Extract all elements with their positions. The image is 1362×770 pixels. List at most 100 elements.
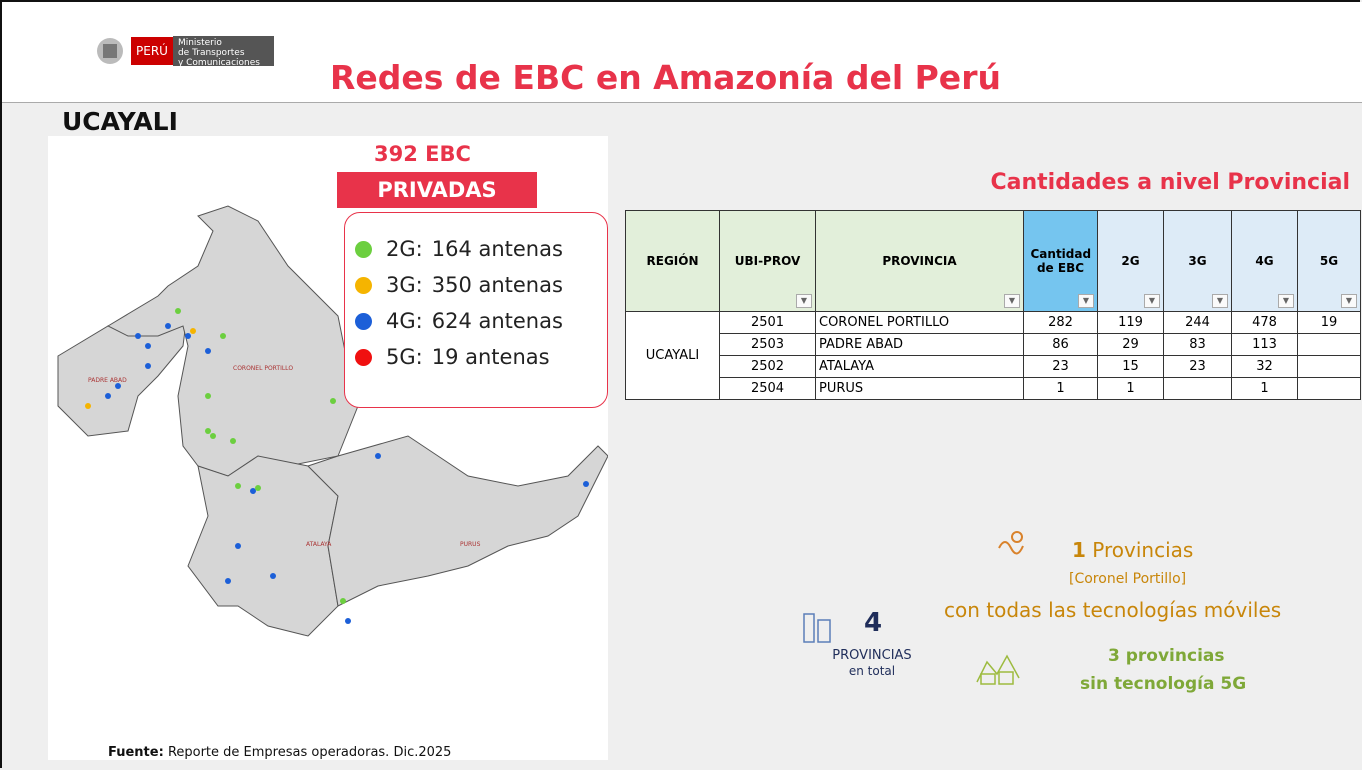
- table-cell: 32: [1231, 355, 1298, 378]
- icon-map: [995, 528, 1027, 562]
- icon-buildings: [800, 610, 836, 648]
- table-cell: 15: [1097, 355, 1164, 378]
- stat-total-number: 4: [864, 608, 883, 638]
- map-label: PADRE ABAD: [88, 377, 127, 384]
- column-header: 5G ▼: [1297, 210, 1361, 312]
- site-dots: [85, 308, 589, 624]
- logo-country: PERÚ: [131, 37, 173, 65]
- table: REGIÓN UBI-PROV ▼ PROVINCIA ▼ Cantidad de EBC…: [625, 210, 1361, 400]
- table-cell: 1: [1231, 377, 1298, 400]
- column-header: REGIÓN: [625, 210, 720, 312]
- table-cell: 2501: [719, 311, 816, 334]
- region-cell: UCAYALI: [625, 311, 720, 400]
- total-ebc: 392 EBC: [374, 142, 471, 166]
- table-cell: PADRE ABAD: [815, 333, 1024, 356]
- data-row: 2503 PADRE ABAD 86 29 83 113: [626, 333, 1361, 356]
- column-header-text: 5G: [1319, 254, 1339, 268]
- column-header-text: 4G: [1255, 254, 1274, 268]
- table-cell: 282: [1023, 311, 1098, 334]
- map-label: CORONEL PORTILLO: [233, 365, 293, 372]
- table-cell: [1297, 355, 1361, 378]
- logo-line: y Comunicaciones: [177, 58, 260, 68]
- filter-button: ▼: [1341, 294, 1357, 308]
- table-cell: 244: [1163, 311, 1232, 334]
- footer-label: Fuente:: [108, 745, 164, 760]
- legend-dot: [355, 348, 372, 366]
- table-cell: 119: [1097, 311, 1164, 334]
- title: Redes de EBC en Amazonía del Perú: [330, 58, 1001, 97]
- column-header-text: 3G: [1188, 254, 1207, 268]
- legend-count: 19 antenas: [431, 345, 550, 369]
- table-cell: 2503: [719, 333, 816, 356]
- logo-line: de Transportes: [177, 48, 245, 58]
- legend-count: 624 antenas: [431, 309, 563, 333]
- legend-dot: [355, 312, 372, 330]
- table-cell: 478: [1231, 311, 1298, 334]
- column-header-text: 2G: [1121, 254, 1140, 268]
- logo-ministry: Ministerio de Transportes y Comunicacion…: [172, 36, 274, 68]
- table-cell: ATALAYA: [815, 355, 1024, 378]
- column-header-text: UBI-PROV: [734, 254, 801, 268]
- column-header: Cantidad de EBC ▼: [1023, 210, 1098, 312]
- table-cell: CORONEL PORTILLO: [815, 311, 1024, 334]
- badge: PRIVADAS: [337, 172, 537, 208]
- legend-count: 350 antenas: [431, 273, 563, 297]
- table-cell: 2504: [719, 377, 816, 400]
- table-cell: [1297, 333, 1361, 356]
- table-cell: 23: [1163, 355, 1232, 378]
- column-header-text: PROVINCIA: [882, 254, 957, 268]
- filter-button: ▼: [1078, 294, 1094, 308]
- footer: Fuente: Reporte de Empresas operadoras. …: [108, 745, 451, 760]
- stat-desc: con todas las tecnologías móviles: [944, 598, 1282, 622]
- legend-dot: [355, 240, 372, 258]
- stat-total-sub: en total: [848, 664, 896, 678]
- column-header: UBI-PROV ▼: [719, 210, 816, 312]
- column-header: 3G ▼: [1163, 210, 1232, 312]
- filter-button: ▼: [1278, 294, 1294, 308]
- stat-total-label: PROVINCIAS: [832, 648, 912, 663]
- stat-no5g-desc: sin tecnología 5G: [1080, 674, 1247, 694]
- legend-label: 2G:: [386, 237, 423, 261]
- table-cell: 1: [1097, 377, 1164, 400]
- filter-button: ▼: [1004, 294, 1020, 308]
- data-row: UCAYALI 2501 CORONEL PORTILLO 282 119 244 478 1…: [625, 311, 1361, 400]
- column-header-text: Cantidad de EBC: [1030, 247, 1092, 275]
- legend-label: 3G:: [386, 273, 423, 297]
- legend-count: 164 antenas: [431, 237, 563, 261]
- data-row: 2502 ATALAYA 23 15 23 32: [626, 355, 1361, 378]
- filter-button: ▼: [1144, 294, 1160, 308]
- footer-text: Reporte de Empresas operadoras. Dic.2025: [167, 745, 452, 760]
- province-coronel-portillo: [106, 205, 359, 477]
- icon-town: [975, 648, 1021, 692]
- table-cell: 113: [1231, 333, 1298, 356]
- legend-item: 4G: 624 antenas: [345, 303, 607, 339]
- column-header-text: REGIÓN: [646, 254, 699, 268]
- table-cell: 83: [1163, 333, 1232, 356]
- stat-label: Provincias: [1092, 538, 1194, 562]
- stat-all-tech: 1 Provincias: [1072, 538, 1193, 562]
- table-cell: 2502: [719, 355, 816, 378]
- table-cell: 86: [1023, 333, 1098, 356]
- stat-number: 1: [1072, 538, 1086, 562]
- region: UCAYALI: [62, 107, 178, 136]
- legend-label: 5G:: [386, 345, 423, 369]
- table-cell: 29: [1097, 333, 1164, 356]
- logo-emblem: [97, 38, 123, 64]
- table-cell: [1163, 377, 1232, 400]
- table-cell: [1297, 377, 1361, 400]
- column-header: 2G ▼: [1097, 210, 1164, 312]
- table-cell: 1: [1023, 377, 1098, 400]
- legend-item: 3G: 350 antenas: [345, 267, 607, 303]
- legend-dot: [355, 276, 372, 294]
- header-row: REGIÓN UBI-PROV ▼ PROVINCIA ▼ Cantidad de EBC…: [625, 210, 1361, 312]
- table-cell: 23: [1023, 355, 1098, 378]
- table-cell: 19: [1297, 311, 1361, 334]
- table-cell: PURUS: [815, 377, 1024, 400]
- legend-label: 4G:: [386, 309, 423, 333]
- table-title: Cantidades a nivel Provincial: [990, 170, 1351, 195]
- map: PADRE ABAD CORONEL PORTILLO ATALAYA PURU…: [57, 205, 609, 637]
- column-header: PROVINCIA ▼: [815, 210, 1024, 312]
- province-purus: [307, 435, 609, 607]
